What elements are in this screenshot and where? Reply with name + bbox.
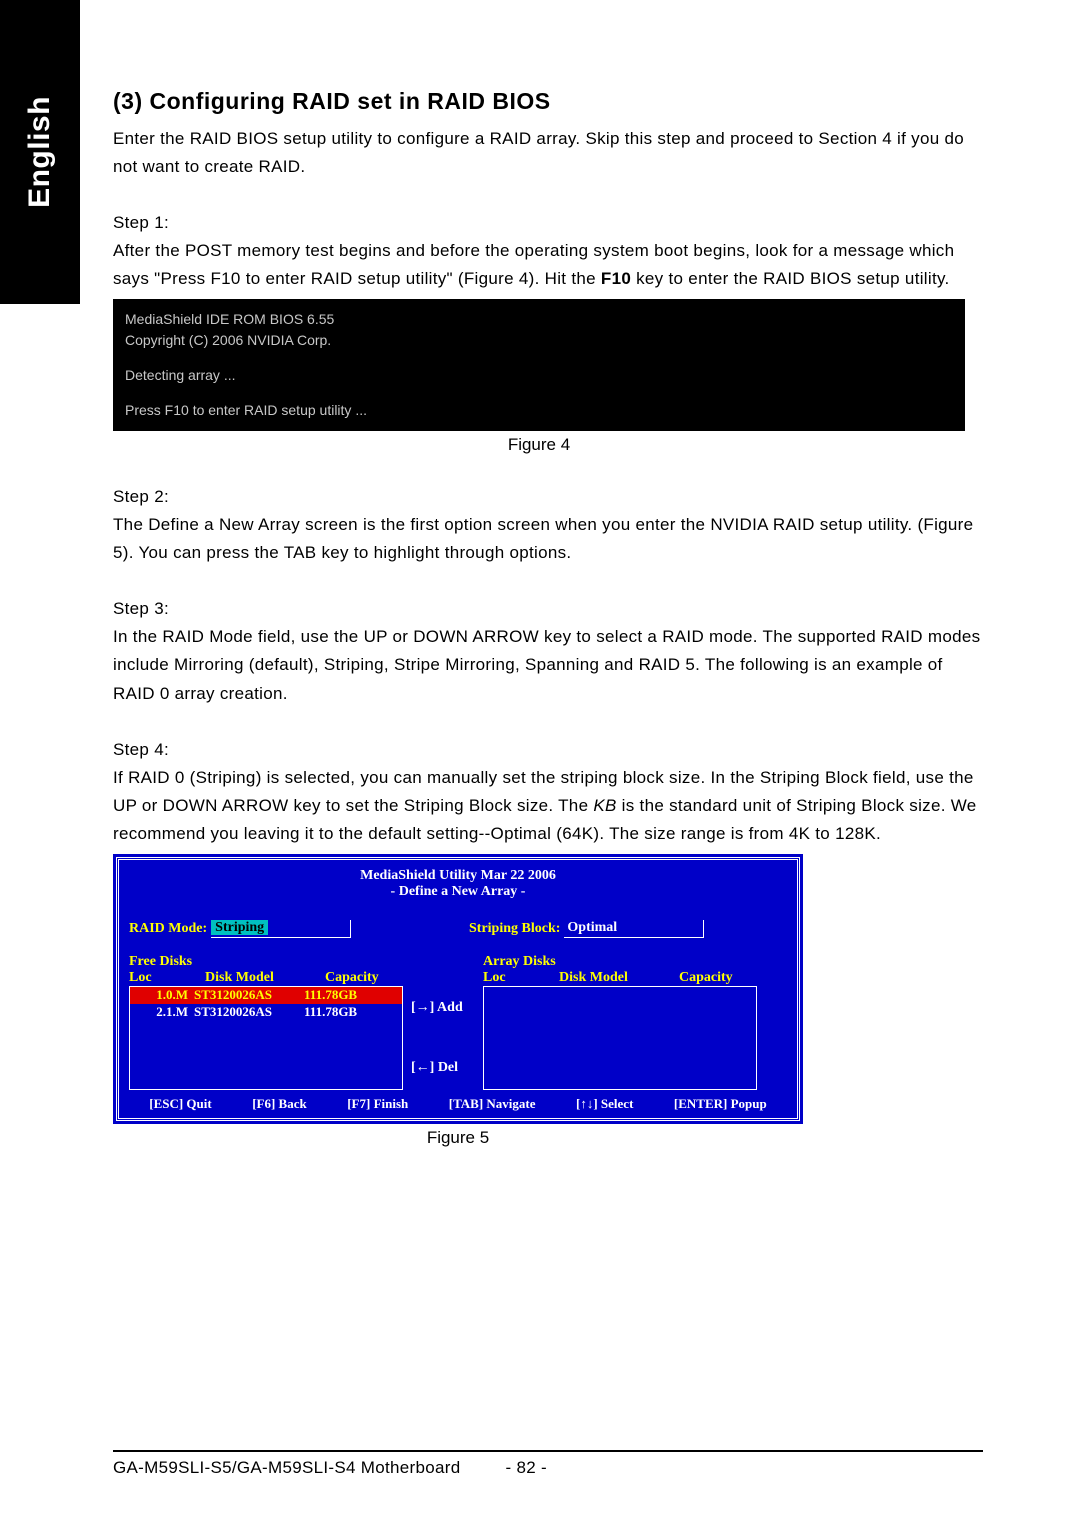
free-disks-label: Free Disks [129, 954, 483, 970]
bios-mode-row: RAID Mode: Striping Striping Block: Opti… [129, 920, 787, 938]
striping-block-label: Striping Block: [469, 921, 560, 937]
disk0-cap: 111.78GB [304, 987, 394, 1003]
boot-line-4: Press F10 to enter RAID setup utility ..… [125, 400, 953, 421]
disk1-loc: 2.1.M [136, 1004, 194, 1020]
bios-footer: [ESC] Quit [F6] Back [F7] Finish [TAB] N… [129, 1090, 787, 1114]
raid-mode-value[interactable]: Striping [211, 920, 268, 935]
col-cap-r: Capacity [679, 970, 779, 986]
disk0-model: ST3120026AS [194, 987, 304, 1003]
bios-utility-screen: MediaShield Utility Mar 22 2006 - Define… [113, 854, 803, 1124]
disk-row-0[interactable]: 1.0.M ST3120026AS 111.78GB [130, 987, 402, 1004]
foot-select[interactable]: [↑↓] Select [576, 1096, 633, 1112]
footer-page: - 82 - [506, 1458, 547, 1478]
step2-label: Step 2: [113, 483, 983, 511]
disk-area: 1.0.M ST3120026AS 111.78GB 2.1.M ST31200… [129, 986, 787, 1090]
array-disks-label: Array Disks [483, 954, 779, 970]
disk-row-1[interactable]: 2.1.M ST3120026AS 111.78GB [130, 1004, 402, 1021]
step1-c: key to enter the RAID BIOS setup utility… [631, 269, 949, 288]
raid-mode-label: RAID Mode: [129, 921, 207, 937]
figure4-caption: Figure 4 [113, 435, 965, 455]
language-tab-text: English [23, 96, 57, 208]
language-tab: English [0, 0, 80, 304]
foot-quit[interactable]: [ESC] Quit [149, 1096, 211, 1112]
section-heading: (3) Configuring RAID set in RAID BIOS [113, 88, 983, 115]
disk1-model: ST3120026AS [194, 1004, 304, 1020]
bios-subtitle: - Define a New Array - [129, 884, 787, 900]
col-model-r: Disk Model [559, 970, 679, 986]
step1-text: After the POST memory test begins and be… [113, 237, 983, 293]
step4-kb: KB [593, 796, 616, 815]
del-button[interactable]: [←] Del [403, 1060, 483, 1076]
bios-title: MediaShield Utility Mar 22 2006 [129, 868, 787, 884]
striping-block-value[interactable]: Optimal [564, 920, 623, 936]
add-button[interactable]: [→] Add [403, 1000, 483, 1016]
col-cap-l: Capacity [325, 970, 425, 986]
step2-text: The Define a New Array screen is the fir… [113, 511, 983, 567]
foot-popup[interactable]: [ENTER] Popup [674, 1096, 767, 1112]
figure5-caption: Figure 5 [113, 1128, 803, 1148]
boot-line-3: Detecting array ... [125, 365, 953, 386]
page-footer: GA-M59SLI-S5/GA-M59SLI-S4 Motherboard - … [113, 1450, 983, 1478]
foot-navigate[interactable]: [TAB] Navigate [449, 1096, 536, 1112]
disk-header-row: Free Disks Loc Disk Model Capacity Array… [129, 954, 787, 986]
array-disks-box[interactable] [483, 986, 757, 1090]
foot-back[interactable]: [F6] Back [252, 1096, 307, 1112]
step1-key: F10 [601, 269, 631, 288]
bios-inner: MediaShield Utility Mar 22 2006 - Define… [116, 857, 800, 1121]
intro-text: Enter the RAID BIOS setup utility to con… [113, 125, 983, 181]
add-del-controls: [→] Add [←] Del [403, 986, 483, 1090]
page-content: (3) Configuring RAID set in RAID BIOS En… [113, 88, 983, 1148]
foot-finish[interactable]: [F7] Finish [347, 1096, 408, 1112]
step1-label: Step 1: [113, 209, 983, 237]
disk0-loc: 1.0.M [136, 987, 194, 1003]
disk1-cap: 111.78GB [304, 1004, 394, 1020]
step4-text: If RAID 0 (Striping) is selected, you ca… [113, 764, 983, 848]
step3-text: In the RAID Mode field, use the UP or DO… [113, 623, 983, 707]
footer-model: GA-M59SLI-S5/GA-M59SLI-S4 Motherboard [113, 1458, 460, 1477]
free-disks-box[interactable]: 1.0.M ST3120026AS 111.78GB 2.1.M ST31200… [129, 986, 403, 1090]
bios-boot-message: MediaShield IDE ROM BIOS 6.55 Copyright … [113, 299, 965, 431]
col-loc-l: Loc [129, 970, 205, 986]
step4-label: Step 4: [113, 736, 983, 764]
col-loc-r: Loc [483, 970, 559, 986]
col-model-l: Disk Model [205, 970, 325, 986]
boot-line-2: Copyright (C) 2006 NVIDIA Corp. [125, 330, 953, 351]
step3-label: Step 3: [113, 595, 983, 623]
boot-line-1: MediaShield IDE ROM BIOS 6.55 [125, 309, 953, 330]
